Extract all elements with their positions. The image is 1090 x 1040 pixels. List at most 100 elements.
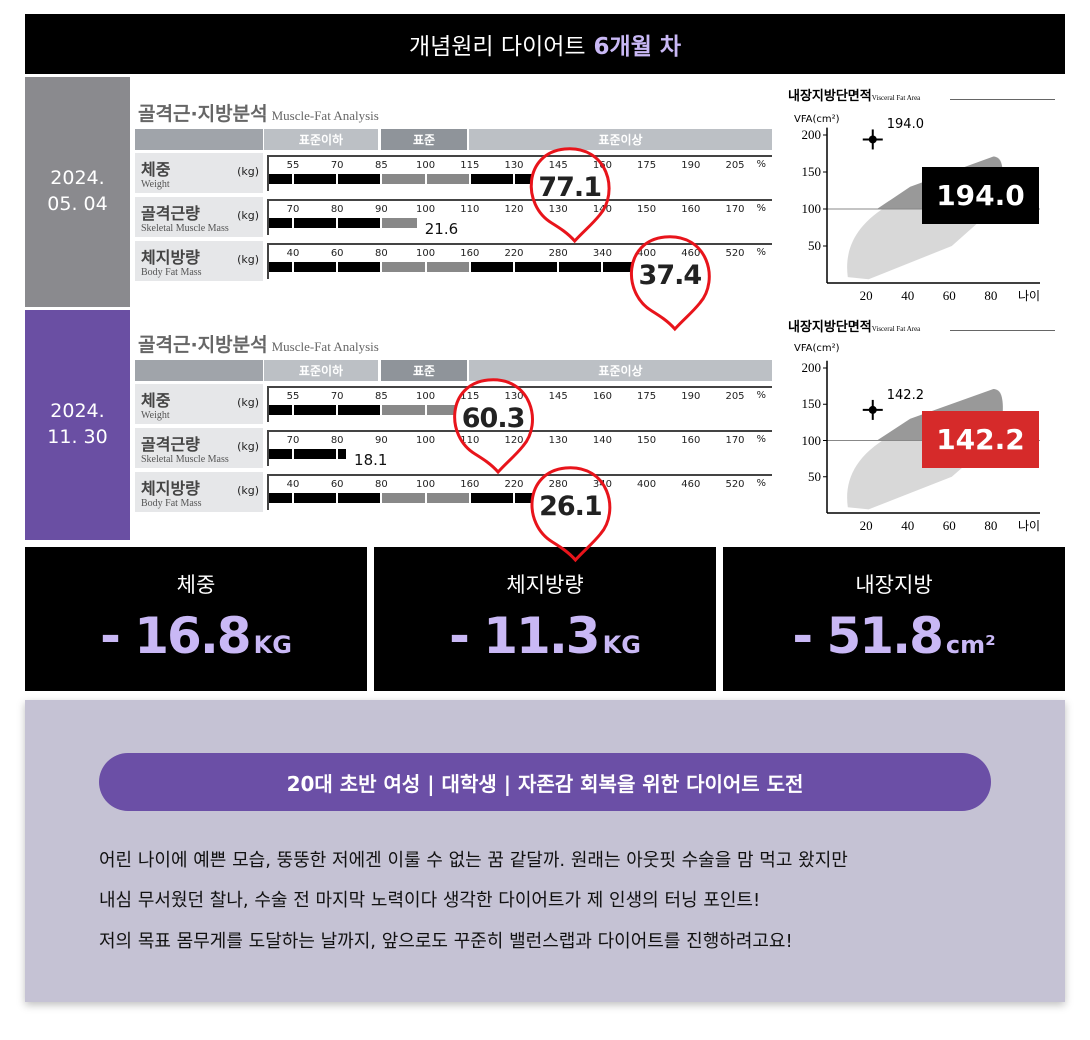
tick-label: 460 <box>681 479 701 490</box>
row-name-en: Skeletal Muscle Mass <box>141 223 229 234</box>
band-header: 표준이상 <box>469 360 772 381</box>
row-name: 체중 <box>141 160 171 179</box>
x-axis-label: 나이 <box>1018 289 1041 303</box>
tick-label: 160 <box>681 204 701 215</box>
tick-label: 130 <box>548 204 568 215</box>
row-name-en: Skeletal Muscle Mass <box>141 454 229 465</box>
percent-label: % <box>756 159 766 170</box>
bar-segment <box>515 262 558 272</box>
x-tick-label: 60 <box>942 288 956 303</box>
title-bar: 개념원리 다이어트 6개월 차 <box>25 14 1065 74</box>
analysis-title-ko: 골격근·지방분석 <box>138 103 268 125</box>
tick-label: 190 <box>681 391 701 402</box>
bar-segment <box>426 405 456 415</box>
tick-label: 160 <box>460 248 480 259</box>
row-unit: (kg) <box>237 209 259 222</box>
tick-label: 130 <box>548 435 568 446</box>
tick-label: 55 <box>286 160 300 171</box>
tick-label: 220 <box>504 479 524 490</box>
tick-label: 340 <box>592 248 612 259</box>
bar-segment <box>603 262 632 272</box>
tick-label: 170 <box>725 204 745 215</box>
tick-label: 400 <box>637 479 657 490</box>
bar-segment <box>470 174 513 184</box>
tick-label: 80 <box>375 479 388 490</box>
analysis-row: 골격근량 Skeletal Muscle Mass (kg) 70 80 90 100 110… <box>135 428 772 469</box>
stat-value: - 11.3 <box>449 607 601 665</box>
tick-label: 40 <box>286 479 300 490</box>
vfa-title-rule <box>950 99 1055 100</box>
row-name-en: Weight <box>141 410 170 421</box>
tick-label: 60 <box>330 479 344 490</box>
callout-value: 26.1 <box>539 491 603 522</box>
tick-label: 120 <box>504 435 524 446</box>
row-unit: (kg) <box>237 253 259 266</box>
x-tick-label: 40 <box>901 288 915 303</box>
tick-label: 520 <box>725 479 745 490</box>
bar-segment <box>515 493 533 503</box>
band-header: 표준이하 <box>264 360 378 381</box>
tick-label: 110 <box>460 204 480 215</box>
tick-label: 170 <box>725 435 745 446</box>
tick-label: 280 <box>548 479 568 490</box>
tick-label: 70 <box>286 435 300 446</box>
bar-segment <box>338 174 381 184</box>
stat-unit: KG <box>253 631 292 659</box>
vfa-point-label: 142.2 <box>886 387 924 403</box>
vfa-value-box: 142.2 <box>922 411 1039 468</box>
muscle-fat-analysis: 골격근·지방분석 Muscle-Fat Analysis 표준이하 표준 표준이상 체중 W… <box>130 310 780 563</box>
bar-segment <box>294 262 337 272</box>
story-line: 내심 무서웠던 찰나, 수술 전 마지막 노력이다 생각한 다이어트가 제 인생… <box>99 890 761 911</box>
muscle-fat-analysis: 골격근·지방분석 Muscle-Fat Analysis 표준이하 표준 표준이상 체중 W… <box>130 77 780 332</box>
bar-segment <box>382 405 425 415</box>
row-scale: 40 60 80 100 160 220 280 340 400 460 520% 26.1 <box>267 474 772 520</box>
tick-label: 150 <box>637 435 657 446</box>
stat-label: 체중 <box>176 573 216 597</box>
tick-label: 100 <box>416 248 436 259</box>
bar-segment <box>338 218 381 228</box>
percent-label: % <box>756 203 766 214</box>
tick-label: 130 <box>504 391 524 402</box>
tick-label: 100 <box>416 435 436 446</box>
bar-segment <box>382 262 425 272</box>
band-header: 표준 <box>381 360 467 381</box>
vfa-title: 내장지방단면적Visceral Fat Area <box>788 85 920 104</box>
y-tick-label: 50 <box>808 468 821 484</box>
tick-label: 175 <box>637 160 657 171</box>
tick-label: 90 <box>375 435 388 446</box>
callout-value: 60.3 <box>461 403 526 434</box>
tick-label: 145 <box>548 160 568 171</box>
row-unit: (kg) <box>237 165 259 178</box>
y-tick-label: 100 <box>801 432 822 448</box>
tick-label: 80 <box>330 204 344 215</box>
date-box: 2024. 05. 04 <box>25 77 130 307</box>
bar-segment <box>515 174 532 184</box>
tick-label: 280 <box>548 248 568 259</box>
tick-label: 175 <box>637 391 657 402</box>
tick-label: 145 <box>548 391 568 402</box>
analysis-title-en: Muscle-Fat Analysis <box>271 108 379 123</box>
row-label: 체중 Weight (kg) <box>135 384 263 424</box>
bar-segment <box>426 493 469 503</box>
band-header <box>135 360 263 381</box>
date-label: 2024. 11. 30 <box>47 400 108 448</box>
bar-segment <box>426 262 469 272</box>
row-unit: (kg) <box>237 484 259 497</box>
percent-label: % <box>756 434 766 445</box>
band-header: 표준이하 <box>264 129 378 150</box>
x-tick-label: 20 <box>859 518 873 533</box>
y-tick-label: 100 <box>801 201 822 216</box>
stat-visceral-fat: 내장지방 - 51.8 cm² <box>723 547 1065 691</box>
tick-label: 100 <box>416 204 436 215</box>
row-unit: (kg) <box>237 396 259 409</box>
row-name-en: Weight <box>141 179 170 190</box>
tick-label: 115 <box>460 160 480 171</box>
x-tick-label: 80 <box>984 518 998 533</box>
tick-label: 140 <box>592 204 612 215</box>
vfa-title-rule <box>950 330 1055 331</box>
story-panel: 20대 초반 여성 | 대학생 | 자존감 회복을 위한 다이어트 도전 어린 … <box>25 700 1065 1002</box>
row-label: 체지방량 Body Fat Mass (kg) <box>135 472 263 512</box>
vfa-title-en: Visceral Fat Area <box>871 325 921 333</box>
bar-segment <box>338 493 381 503</box>
bar-segment <box>338 262 381 272</box>
